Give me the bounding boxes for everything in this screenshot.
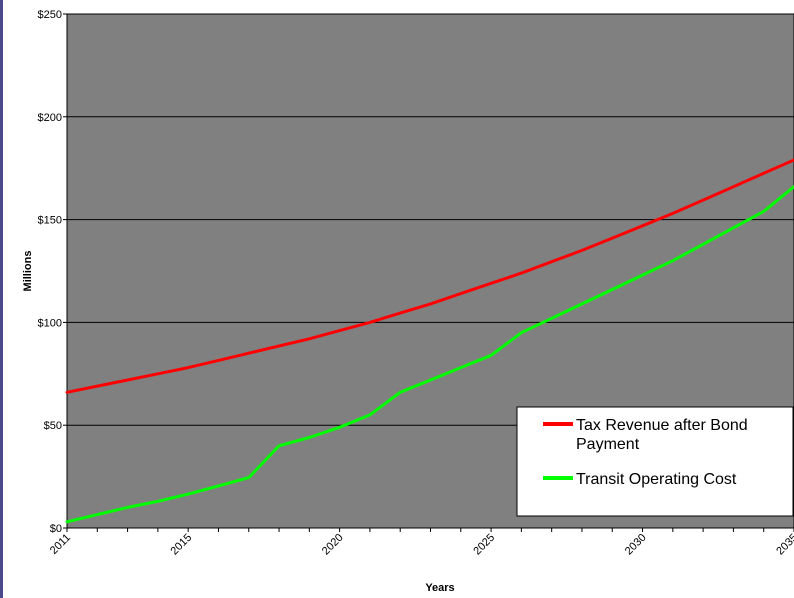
x-axis: 2011 2015 2020 2025 2030 2035 (48, 528, 794, 557)
y-tick-label: $200 (38, 112, 62, 124)
x-tick-label: 2035 (774, 532, 794, 558)
x-tick-label: 2030 (623, 532, 649, 558)
x-tick-label: 2020 (320, 532, 346, 558)
y-tick-label: $150 (38, 215, 62, 227)
series-line-tax-revenue (65, 158, 794, 394)
y-tick-label: $250 (38, 9, 62, 21)
legend-label-tax-revenue: Tax Revenue after Bond Payment (576, 417, 752, 453)
x-tick-label: 2015 (168, 532, 194, 558)
y-tick-label: $100 (38, 317, 62, 329)
series-line-transit-cost (65, 185, 794, 524)
y-axis: $0 $50 $100 $150 $200 $250 (38, 9, 67, 535)
legend-label-transit-cost: Transit Operating Cost (576, 471, 737, 488)
y-tick-label: $0 (50, 523, 62, 535)
y-axis-title: Millions (22, 251, 34, 292)
x-axis-title: Years (425, 582, 454, 594)
legend: Tax Revenue after Bond Payment Transit O… (516, 406, 794, 517)
series-layer (65, 158, 794, 524)
y-tick-label: $50 (44, 420, 62, 432)
x-tick-label: 2025 (471, 532, 497, 558)
x-tick-label: 2011 (48, 532, 73, 557)
frame-edge (0, 0, 3, 598)
